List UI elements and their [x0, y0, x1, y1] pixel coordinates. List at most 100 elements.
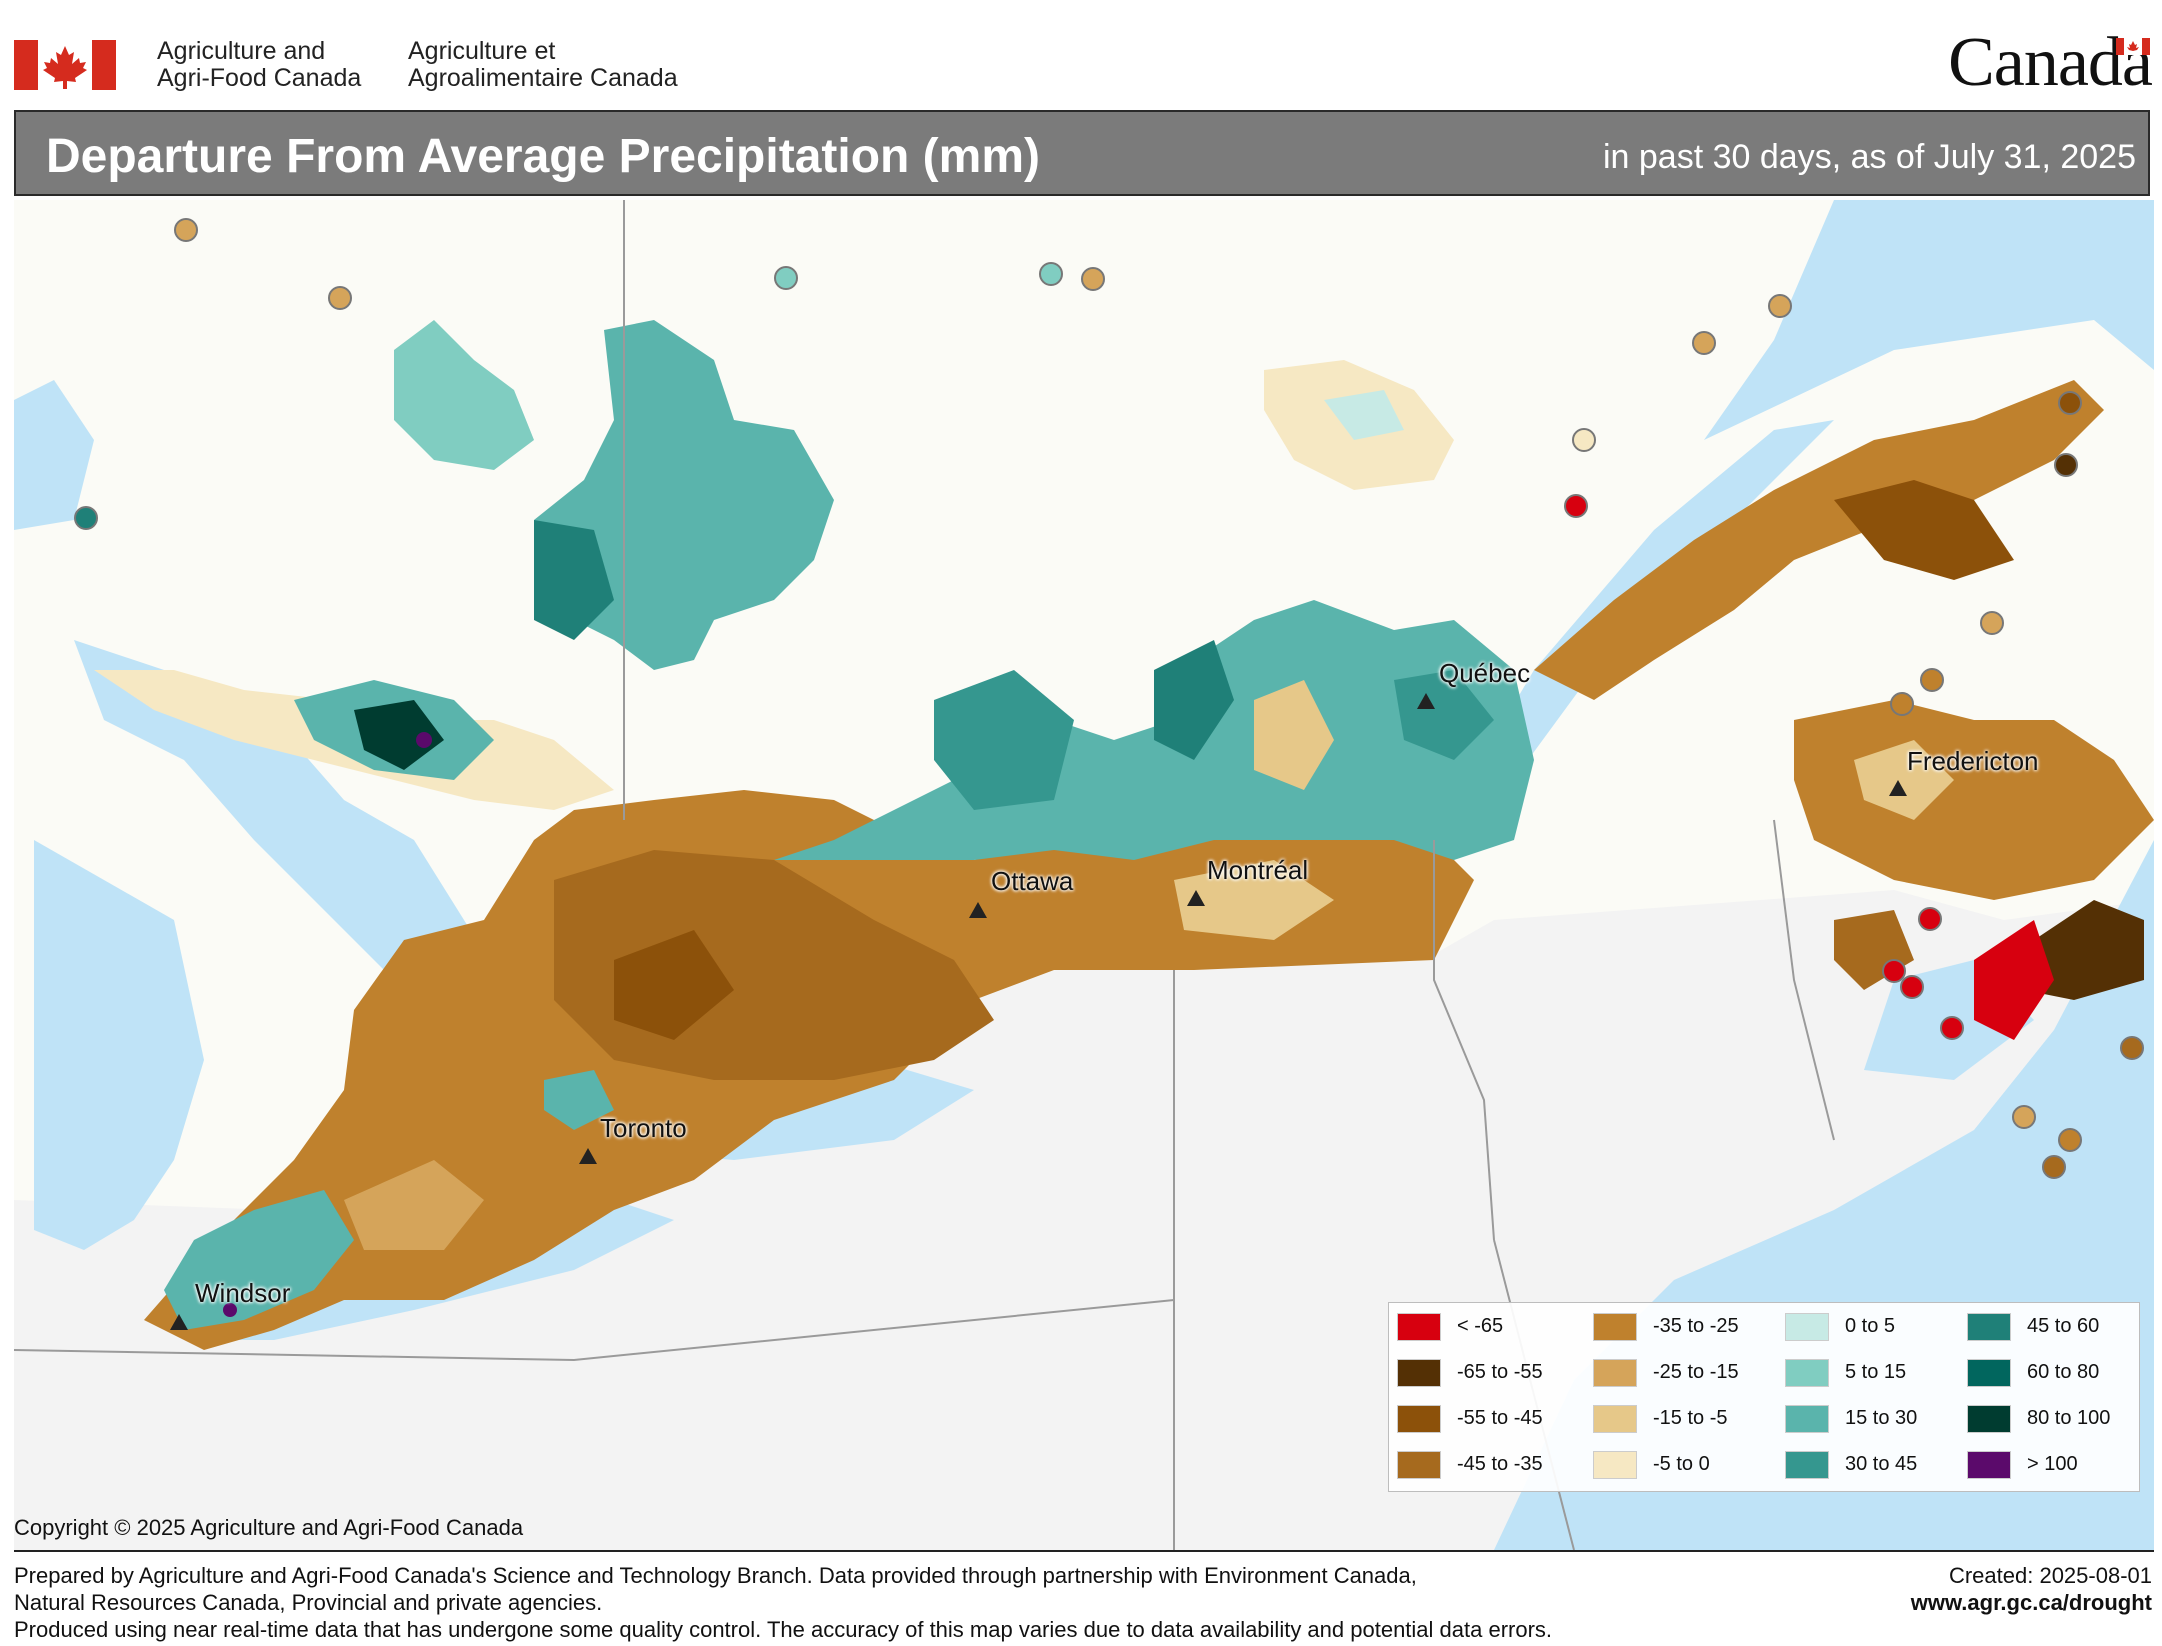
- anomaly-very-wet-northern-ontario: [534, 520, 614, 640]
- footer-line-3: Produced using near real-time data that …: [14, 1617, 1553, 1642]
- toronto-city-marker: [579, 1148, 597, 1164]
- windsor-city-label: Windsor: [195, 1278, 291, 1308]
- legend-label: -25 to -15: [1653, 1361, 1739, 1383]
- lake-nipigon: [14, 380, 94, 530]
- legend-label: -65 to -55: [1457, 1361, 1543, 1383]
- anomaly-extreme-wet-sudbury: [354, 700, 444, 770]
- station-dot: [1692, 331, 1716, 355]
- legend-swatch: [1785, 1451, 1829, 1479]
- station-dot: [1900, 975, 1924, 999]
- st-lawrence-river: [1434, 420, 1834, 840]
- legend-label: -35 to -25: [1653, 1315, 1739, 1337]
- canada-flag-icon: [14, 40, 116, 90]
- anomaly-wet-quebec-city: [1394, 670, 1494, 760]
- anomaly-below-65-nova-scotia: [1974, 920, 2054, 1040]
- station-dot: [1918, 907, 1942, 931]
- legend-label: > 100: [2027, 1453, 2078, 1475]
- department-name-french: Agriculture et Agroalimentaire Canada: [408, 38, 678, 92]
- map-title: Departure From Average Precipitation (mm…: [46, 130, 1041, 183]
- anomaly-very-wet-laurentians: [1154, 640, 1234, 760]
- station-dot: [1920, 668, 1944, 692]
- anomaly-wet-toronto-pocket: [544, 1070, 614, 1130]
- copyright-notice: Copyright © 2025 Agriculture and Agri-Fo…: [14, 1515, 524, 1540]
- station-dot: [2012, 1105, 2036, 1129]
- legend-swatch: [1593, 1313, 1637, 1341]
- station-dot: [1940, 1016, 1964, 1040]
- drought-url-link[interactable]: www.agr.gc.ca/drought: [1910, 1590, 2152, 1615]
- anomaly-over-100-windsor: [223, 1303, 237, 1317]
- montreal-city-marker: [1187, 890, 1205, 906]
- anomaly-very-dry-gaspe: [1834, 480, 2014, 580]
- footer-meta: Created: 2025-08-01 www.agr.gc.ca/drough…: [1911, 1562, 2152, 1616]
- ottawa-city-label: Ottawa: [991, 866, 1074, 896]
- station-dot: [2042, 1155, 2066, 1179]
- station-dot: [1572, 428, 1596, 452]
- quebec-city-label: Québec: [1439, 658, 1531, 688]
- windsor-city-marker: [170, 1314, 188, 1330]
- legend-label: -55 to -45: [1457, 1407, 1543, 1429]
- fredericton-city-label: Fredericton: [1907, 746, 2039, 776]
- quebec-city-marker: [1417, 693, 1435, 709]
- anomaly-slightly-wet-lac-st-jean: [1324, 390, 1404, 440]
- station-dot: [1980, 611, 2004, 635]
- station-dot: [328, 286, 352, 310]
- legend-swatch: [1593, 1451, 1637, 1479]
- legend: < -65 -65 to -55 -55 to -45 -45 to -35 -…: [1388, 1302, 2140, 1492]
- station-dot: [1890, 692, 1914, 716]
- legend-label: 5 to 15: [1845, 1361, 1907, 1383]
- dept-en-line2: Agri-Food Canada: [157, 64, 362, 92]
- dept-fr-line2: Agroalimentaire Canada: [408, 64, 678, 92]
- map-subtitle: in past 30 days, as of July 31, 2025: [1602, 138, 2136, 176]
- legend-swatch: [1593, 1405, 1637, 1433]
- footer-divider: [14, 1550, 2154, 1552]
- department-name-english: Agriculture and Agri-Food Canada: [157, 38, 361, 92]
- legend-swatch: [1397, 1313, 1441, 1341]
- station-dot: [1081, 267, 1105, 291]
- station-dot: [2058, 1128, 2082, 1152]
- montreal-city-label: Montréal: [1207, 855, 1309, 885]
- gulf-of-st-lawrence: [1704, 200, 2154, 440]
- legend-label: 80 to 100: [2027, 1407, 2111, 1429]
- header: Agriculture and Agri-Food Canada Agricul…: [0, 0, 2162, 110]
- anomaly-wet-northwest: [394, 320, 534, 470]
- anomaly-wet-gatineau: [934, 670, 1074, 810]
- station-dot: [774, 266, 798, 290]
- footer-notes: Prepared by Agriculture and Agri-Food Ca…: [14, 1562, 1552, 1643]
- legend-label: -45 to -35: [1457, 1453, 1543, 1475]
- anomaly-moderate-dry-southwest: [344, 1160, 484, 1250]
- dept-fr-line1: Agriculture et: [408, 37, 556, 65]
- legend-swatch: [1967, 1359, 2011, 1387]
- fredericton-city-marker: [1889, 780, 1907, 796]
- legend-swatch: [1397, 1451, 1441, 1479]
- legend-label: 0 to 5: [1845, 1315, 1896, 1337]
- created-date: Created: 2025-08-01: [1948, 1563, 2152, 1588]
- station-dot: [1039, 262, 1063, 286]
- legend-swatch: [1593, 1359, 1637, 1387]
- wordmark-flag-icon: [2116, 38, 2150, 55]
- legend-swatch: [1967, 1405, 2011, 1433]
- legend-swatch: [1397, 1405, 1441, 1433]
- anomaly-very-dry-core: [614, 930, 734, 1040]
- legend-label: -5 to 0: [1653, 1453, 1710, 1475]
- station-dot: [2120, 1036, 2144, 1060]
- anomaly-dry-gaspe: [1534, 380, 2104, 700]
- legend-label: 60 to 80: [2027, 1361, 2100, 1383]
- legend-swatch: [1785, 1313, 1829, 1341]
- nb-maine-border: [1773, 819, 1835, 1141]
- quebec-us-border: [1433, 840, 1495, 1241]
- station-dot: [1768, 294, 1792, 318]
- legend-label: 30 to 45: [1845, 1453, 1918, 1475]
- legend-swatch: [1397, 1359, 1441, 1387]
- footer-line-1: Prepared by Agriculture and Agri-Food Ca…: [14, 1563, 1417, 1588]
- legend-label: -15 to -5: [1653, 1407, 1728, 1429]
- station-dot: [1882, 959, 1906, 983]
- us-state-border: [14, 1299, 1175, 1362]
- station-dot: [2054, 453, 2078, 477]
- anomaly-over-100-sudbury: [416, 732, 432, 748]
- lake-michigan: [34, 840, 204, 1250]
- legend-label: 45 to 60: [2027, 1315, 2100, 1337]
- station-dot: [174, 218, 198, 242]
- legend-swatch: [1967, 1451, 2011, 1479]
- anomaly-dry-pocket-mauricie: [1254, 680, 1334, 790]
